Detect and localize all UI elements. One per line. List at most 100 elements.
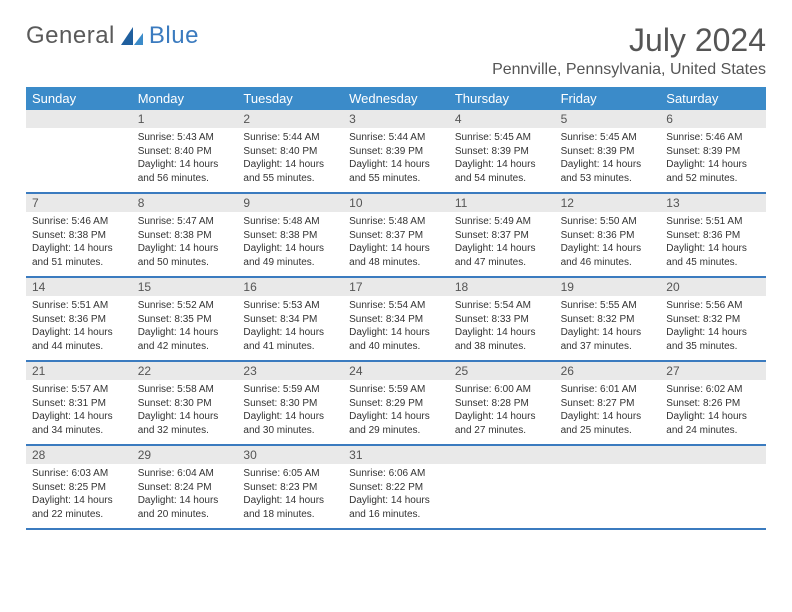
day-details: Sunrise: 5:44 AMSunset: 8:40 PMDaylight:… — [237, 128, 343, 191]
daylight-line2: and 27 minutes. — [455, 424, 549, 438]
sunset-text: Sunset: 8:36 PM — [666, 229, 760, 243]
day-cell: 26Sunrise: 6:01 AMSunset: 8:27 PMDayligh… — [555, 362, 661, 444]
day-cell: 12Sunrise: 5:50 AMSunset: 8:36 PMDayligh… — [555, 194, 661, 276]
sunrise-text: Sunrise: 5:58 AM — [138, 383, 232, 397]
daylight-line2: and 22 minutes. — [32, 508, 126, 522]
daylight-line1: Daylight: 14 hours — [138, 158, 232, 172]
empty-day-bar — [555, 446, 661, 464]
sunrise-text: Sunrise: 6:05 AM — [243, 467, 337, 481]
brand-part2: Blue — [149, 22, 199, 50]
day-details: Sunrise: 6:06 AMSunset: 8:22 PMDaylight:… — [343, 464, 449, 527]
day-details: Sunrise: 5:49 AMSunset: 8:37 PMDaylight:… — [449, 212, 555, 275]
day-cell — [555, 446, 661, 528]
sunrise-text: Sunrise: 6:00 AM — [455, 383, 549, 397]
daylight-line2: and 35 minutes. — [666, 340, 760, 354]
day-number: 17 — [343, 278, 449, 296]
day-cell: 22Sunrise: 5:58 AMSunset: 8:30 PMDayligh… — [132, 362, 238, 444]
day-cell: 2Sunrise: 5:44 AMSunset: 8:40 PMDaylight… — [237, 110, 343, 192]
daylight-line1: Daylight: 14 hours — [349, 158, 443, 172]
day-details: Sunrise: 5:46 AMSunset: 8:39 PMDaylight:… — [660, 128, 766, 191]
sunrise-text: Sunrise: 5:45 AM — [455, 131, 549, 145]
daylight-line2: and 44 minutes. — [32, 340, 126, 354]
day-number: 2 — [237, 110, 343, 128]
day-details: Sunrise: 5:56 AMSunset: 8:32 PMDaylight:… — [660, 296, 766, 359]
sunrise-text: Sunrise: 5:43 AM — [138, 131, 232, 145]
sunrise-text: Sunrise: 5:59 AM — [243, 383, 337, 397]
day-number: 15 — [132, 278, 238, 296]
day-details: Sunrise: 6:05 AMSunset: 8:23 PMDaylight:… — [237, 464, 343, 527]
day-details: Sunrise: 5:53 AMSunset: 8:34 PMDaylight:… — [237, 296, 343, 359]
day-cell: 3Sunrise: 5:44 AMSunset: 8:39 PMDaylight… — [343, 110, 449, 192]
sunrise-text: Sunrise: 5:44 AM — [349, 131, 443, 145]
day-number: 23 — [237, 362, 343, 380]
day-number: 31 — [343, 446, 449, 464]
daylight-line1: Daylight: 14 hours — [32, 326, 126, 340]
daylight-line1: Daylight: 14 hours — [455, 158, 549, 172]
brand-part1: General — [26, 22, 115, 50]
sail-icon — [119, 25, 145, 47]
day-details: Sunrise: 5:48 AMSunset: 8:37 PMDaylight:… — [343, 212, 449, 275]
daylight-line2: and 18 minutes. — [243, 508, 337, 522]
day-cell: 28Sunrise: 6:03 AMSunset: 8:25 PMDayligh… — [26, 446, 132, 528]
daylight-line2: and 52 minutes. — [666, 172, 760, 186]
day-cell: 4Sunrise: 5:45 AMSunset: 8:39 PMDaylight… — [449, 110, 555, 192]
sunrise-text: Sunrise: 5:57 AM — [32, 383, 126, 397]
day-cell: 16Sunrise: 5:53 AMSunset: 8:34 PMDayligh… — [237, 278, 343, 360]
daylight-line2: and 42 minutes. — [138, 340, 232, 354]
daylight-line2: and 32 minutes. — [138, 424, 232, 438]
daylight-line2: and 50 minutes. — [138, 256, 232, 270]
sunset-text: Sunset: 8:30 PM — [243, 397, 337, 411]
sunrise-text: Sunrise: 5:46 AM — [666, 131, 760, 145]
daylight-line2: and 38 minutes. — [455, 340, 549, 354]
sunset-text: Sunset: 8:32 PM — [561, 313, 655, 327]
daylight-line2: and 55 minutes. — [243, 172, 337, 186]
day-cell: 14Sunrise: 5:51 AMSunset: 8:36 PMDayligh… — [26, 278, 132, 360]
sunset-text: Sunset: 8:39 PM — [349, 145, 443, 159]
sunrise-text: Sunrise: 6:06 AM — [349, 467, 443, 481]
day-number: 19 — [555, 278, 661, 296]
day-number: 22 — [132, 362, 238, 380]
daylight-line1: Daylight: 14 hours — [243, 494, 337, 508]
week-row: 21Sunrise: 5:57 AMSunset: 8:31 PMDayligh… — [26, 362, 766, 446]
day-number: 14 — [26, 278, 132, 296]
day-details: Sunrise: 5:54 AMSunset: 8:33 PMDaylight:… — [449, 296, 555, 359]
sunrise-text: Sunrise: 5:53 AM — [243, 299, 337, 313]
day-cell: 10Sunrise: 5:48 AMSunset: 8:37 PMDayligh… — [343, 194, 449, 276]
day-number: 18 — [449, 278, 555, 296]
day-cell — [660, 446, 766, 528]
daylight-line2: and 48 minutes. — [349, 256, 443, 270]
daylight-line1: Daylight: 14 hours — [349, 242, 443, 256]
day-cell: 31Sunrise: 6:06 AMSunset: 8:22 PMDayligh… — [343, 446, 449, 528]
sunrise-text: Sunrise: 5:46 AM — [32, 215, 126, 229]
daylight-line1: Daylight: 14 hours — [561, 158, 655, 172]
day-details: Sunrise: 5:45 AMSunset: 8:39 PMDaylight:… — [449, 128, 555, 191]
sunrise-text: Sunrise: 5:44 AM — [243, 131, 337, 145]
daylight-line2: and 41 minutes. — [243, 340, 337, 354]
sunset-text: Sunset: 8:27 PM — [561, 397, 655, 411]
day-cell: 23Sunrise: 5:59 AMSunset: 8:30 PMDayligh… — [237, 362, 343, 444]
daylight-line1: Daylight: 14 hours — [32, 494, 126, 508]
day-cell: 9Sunrise: 5:48 AMSunset: 8:38 PMDaylight… — [237, 194, 343, 276]
daylight-line2: and 53 minutes. — [561, 172, 655, 186]
daylight-line2: and 34 minutes. — [32, 424, 126, 438]
week-row: 28Sunrise: 6:03 AMSunset: 8:25 PMDayligh… — [26, 446, 766, 530]
weekday-label: Saturday — [660, 87, 766, 110]
sunrise-text: Sunrise: 5:45 AM — [561, 131, 655, 145]
daylight-line1: Daylight: 14 hours — [561, 326, 655, 340]
sunrise-text: Sunrise: 5:54 AM — [349, 299, 443, 313]
daylight-line1: Daylight: 14 hours — [243, 158, 337, 172]
weekday-label: Wednesday — [343, 87, 449, 110]
day-cell: 13Sunrise: 5:51 AMSunset: 8:36 PMDayligh… — [660, 194, 766, 276]
day-cell: 18Sunrise: 5:54 AMSunset: 8:33 PMDayligh… — [449, 278, 555, 360]
day-cell: 20Sunrise: 5:56 AMSunset: 8:32 PMDayligh… — [660, 278, 766, 360]
weekday-header-row: SundayMondayTuesdayWednesdayThursdayFrid… — [26, 87, 766, 110]
daylight-line1: Daylight: 14 hours — [455, 242, 549, 256]
day-details: Sunrise: 5:54 AMSunset: 8:34 PMDaylight:… — [343, 296, 449, 359]
day-cell — [26, 110, 132, 192]
day-number: 1 — [132, 110, 238, 128]
daylight-line1: Daylight: 14 hours — [561, 242, 655, 256]
day-details: Sunrise: 6:04 AMSunset: 8:24 PMDaylight:… — [132, 464, 238, 527]
daylight-line2: and 20 minutes. — [138, 508, 232, 522]
day-cell: 27Sunrise: 6:02 AMSunset: 8:26 PMDayligh… — [660, 362, 766, 444]
day-details: Sunrise: 5:44 AMSunset: 8:39 PMDaylight:… — [343, 128, 449, 191]
